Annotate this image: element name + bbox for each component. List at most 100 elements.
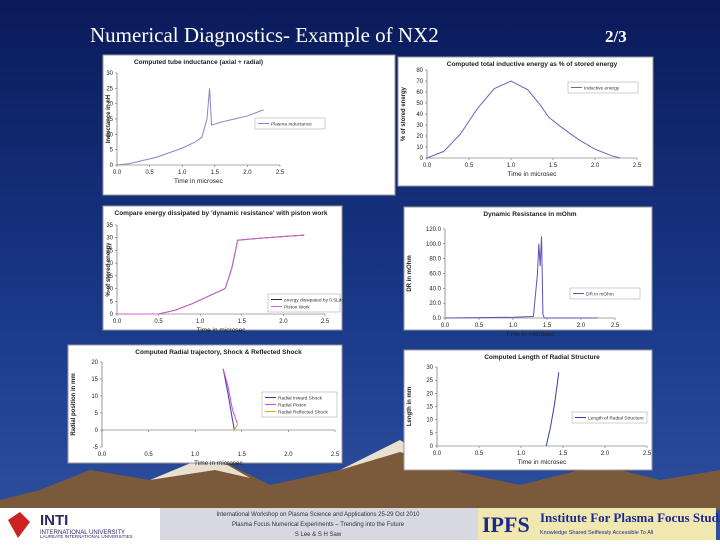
logo-right-box xyxy=(478,508,716,540)
chart-title: Compare energy dissipated by 'dynamic re… xyxy=(115,210,328,217)
legend-label: Plasma Inductance xyxy=(271,121,312,127)
x-tick-label: 1.5 xyxy=(238,452,247,458)
x-axis-label: Time in microsec xyxy=(194,460,244,467)
y-tick-label: 15 xyxy=(91,377,98,383)
x-axis-label: Time in microsec xyxy=(508,171,558,178)
y-tick-label: 30 xyxy=(416,123,423,129)
y-tick-label: 70 xyxy=(416,79,423,85)
chart-area xyxy=(397,56,654,187)
chart: Computed total inductive energy as % of … xyxy=(397,56,654,187)
x-tick-label: 2.0 xyxy=(577,323,586,329)
chart-title: Computed Length of Radial Structure xyxy=(484,354,600,361)
y-axis-label: % of stored energy xyxy=(106,242,112,297)
logo-icon xyxy=(8,512,30,538)
y-tick-label: 10 xyxy=(426,418,433,424)
y-tick-label: 25 xyxy=(106,248,113,254)
y-axis-label: Length in mm xyxy=(407,387,413,426)
legend xyxy=(571,411,648,424)
logo-text: INTERNATIONAL UNIVERSITY xyxy=(40,530,125,536)
logo-text: LAUREATE INTERNATIONAL UNIVERSITIES xyxy=(40,534,133,539)
chart-area xyxy=(102,54,396,196)
y-tick-label: 15 xyxy=(106,117,113,123)
y-tick-label: 0.0 xyxy=(433,316,442,322)
x-tick-label: 0.5 xyxy=(465,163,474,169)
logo-text: IPFS xyxy=(482,512,530,537)
x-tick-label: 2.5 xyxy=(643,451,652,457)
y-tick-label: 30 xyxy=(106,236,113,242)
y-tick-label: 40 xyxy=(416,112,423,118)
x-tick-label: 2.5 xyxy=(276,170,285,176)
y-tick-label: 0 xyxy=(430,444,434,450)
x-tick-label: 2.5 xyxy=(633,163,642,169)
logo-text: INTI xyxy=(40,512,68,529)
x-tick-label: 1.5 xyxy=(211,170,220,176)
chart: Compare energy dissipated by 'dynamic re… xyxy=(102,205,346,334)
x-tick-label: 2.5 xyxy=(331,452,340,458)
series-line xyxy=(222,368,238,424)
legend-label: Piston Work xyxy=(284,304,310,310)
y-tick-label: 10 xyxy=(106,287,113,293)
mountains xyxy=(0,440,720,510)
x-axis-label: Time in microsec xyxy=(197,327,247,334)
chart-area xyxy=(403,349,653,471)
legend-label: energy dissipated by 0.5Ldot xyxy=(284,297,346,303)
y-tick-label: 0 xyxy=(110,312,114,318)
y-tick-label: 20.0 xyxy=(429,301,441,307)
series-line xyxy=(233,422,239,431)
x-tick-label: 1.0 xyxy=(509,323,518,329)
series-line xyxy=(545,372,560,447)
x-tick-label: 2.0 xyxy=(243,170,252,176)
y-tick-label: 15 xyxy=(426,405,433,411)
x-tick-label: 1.5 xyxy=(559,451,568,457)
chart-title: Dynamic Resistance in mOhm xyxy=(483,211,576,218)
logo-text: Knowledge Shared Selflessly Accessible T… xyxy=(540,530,653,536)
slide-title: Numerical Diagnostics- Example of NX2 xyxy=(90,23,439,47)
y-tick-label: 5 xyxy=(110,299,114,305)
x-tick-label: 1.0 xyxy=(196,319,205,325)
y-tick-label: 10 xyxy=(106,132,113,138)
y-axis-label: Inductance in nH xyxy=(106,95,112,143)
y-tick-label: 5 xyxy=(110,148,114,154)
legend-label: Inductive energy xyxy=(584,85,620,91)
chart: Dynamic Resistance in mOhm Time in micros… xyxy=(403,206,653,338)
chart-title: Computed total inductive energy as % of … xyxy=(447,61,618,68)
x-tick-label: 0.0 xyxy=(433,451,442,457)
y-tick-label: 20 xyxy=(91,360,98,366)
y-axis-label: Radial position in mm xyxy=(71,373,77,435)
x-tick-label: 0.5 xyxy=(475,451,484,457)
y-tick-label: 35 xyxy=(106,223,113,229)
x-tick-label: 0.0 xyxy=(98,452,107,458)
footer-text: International Workshop on Plasma Science… xyxy=(216,512,420,518)
chart-title: Computed tube inductance (axial + radial… xyxy=(134,59,263,66)
x-tick-label: 1.0 xyxy=(507,163,516,169)
y-tick-label: 20 xyxy=(416,134,423,140)
y-tick-label: -5 xyxy=(93,445,99,451)
y-tick-label: 50 xyxy=(416,101,423,107)
x-tick-label: 2.5 xyxy=(321,319,330,325)
footer-box xyxy=(160,508,478,540)
y-tick-label: 10 xyxy=(91,394,98,400)
y-tick-label: 60 xyxy=(416,90,423,96)
y-tick-label: 5 xyxy=(430,431,434,437)
series-line xyxy=(116,88,264,166)
legend xyxy=(267,293,341,313)
y-tick-label: 25 xyxy=(106,86,113,92)
y-tick-label: 20 xyxy=(106,102,113,108)
y-tick-label: 30 xyxy=(426,365,433,371)
series-line xyxy=(222,368,235,431)
snow xyxy=(150,455,250,480)
x-tick-label: 2.0 xyxy=(591,163,600,169)
y-tick-label: 5 xyxy=(95,411,99,417)
x-tick-label: 1.5 xyxy=(238,319,247,325)
logo-text: Institute For Plasma Focus Studies xyxy=(540,510,720,525)
y-tick-label: 10 xyxy=(416,145,423,151)
series-line xyxy=(426,80,621,159)
y-tick-label: 15 xyxy=(106,274,113,280)
x-tick-label: 0.5 xyxy=(145,170,154,176)
x-tick-label: 1.0 xyxy=(178,170,187,176)
x-tick-label: 1.5 xyxy=(549,163,558,169)
legend xyxy=(254,117,326,130)
y-tick-label: 0 xyxy=(110,163,114,169)
x-tick-label: 0.0 xyxy=(423,163,432,169)
series-line xyxy=(117,234,305,315)
